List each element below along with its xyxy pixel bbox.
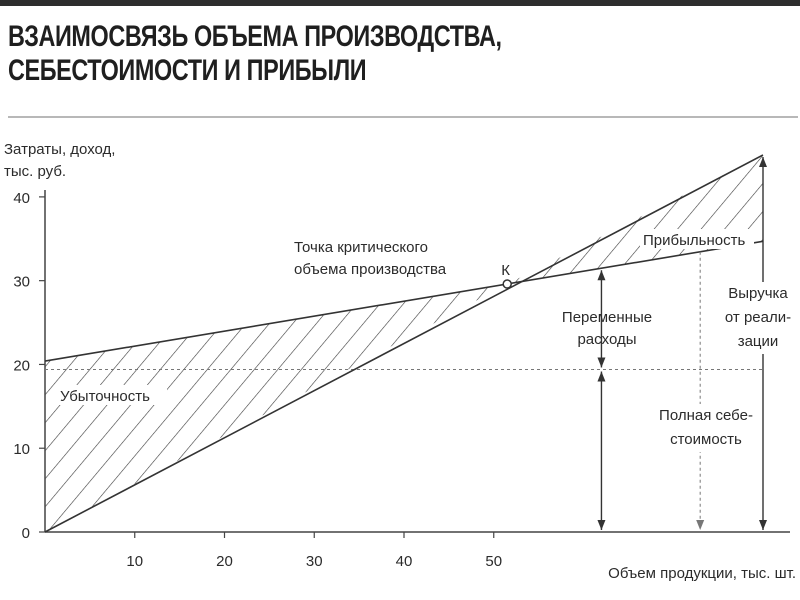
variable-costs-label-line-2: расходы xyxy=(577,331,636,348)
y-tick-label: 40 xyxy=(13,190,30,207)
revenue-line xyxy=(44,154,764,533)
critical-point-label-bg xyxy=(294,236,466,280)
arrow-head xyxy=(597,270,606,281)
x-axis-label: Объем продукции, тыс. шт. xyxy=(608,565,796,582)
x-tick-label: 20 xyxy=(216,553,233,570)
arrow-head xyxy=(597,357,606,368)
arrow-head xyxy=(759,520,767,530)
fixed-costs-arrow xyxy=(597,371,606,530)
title-line-1: ВЗАИМОСВЯЗЬ ОБЪЕМА ПРОИЗВОДСТВА, xyxy=(8,20,502,53)
critical-point-label-line-1: Точка критического xyxy=(294,239,428,256)
full-cost-label-line-2: стоимость xyxy=(670,431,742,448)
chart: Затраты, доход, тыс. руб. 0 10 20 30 40 10 20… xyxy=(4,141,798,582)
title-line-2: СЕБЕСТОИМОСТИ И ПРИБЫЛИ xyxy=(8,54,367,87)
critical-point-label-line-2: объема производства xyxy=(294,261,447,278)
revenue-label-line-2: от реали- xyxy=(725,309,791,326)
profit-label-bg xyxy=(640,229,754,249)
arrow-head xyxy=(597,520,606,530)
full-cost-label-bg xyxy=(650,404,762,452)
x-tick-label: 30 xyxy=(306,553,323,570)
x-ticks: 10 20 30 40 50 xyxy=(126,532,502,570)
profit-label: Прибыльность xyxy=(643,232,745,249)
page-title: ВЗАИМОСВЯЗЬ ОБЪЕМА ПРОИЗВОДСТВА, СЕБЕСТО… xyxy=(8,20,502,88)
loss-area xyxy=(45,284,508,532)
revenue-label-line-1: Выручка xyxy=(728,285,788,302)
full-cost-arrow-head xyxy=(696,520,705,530)
arrow-head xyxy=(759,157,767,167)
break-even-label: К xyxy=(501,262,510,279)
title-divider xyxy=(8,116,798,118)
variable-costs-label-line-1: Переменные xyxy=(562,309,652,326)
full-cost-label-line-1: Полная себе- xyxy=(659,407,753,424)
total-cost-line xyxy=(44,240,764,362)
y-axis-label-line-1: Затраты, доход, xyxy=(4,141,115,158)
revenue-label-bg xyxy=(718,282,798,354)
y-tick-label: 10 xyxy=(13,441,30,458)
y-axis-label-line-2: тыс. руб. xyxy=(4,163,66,180)
top-bar xyxy=(0,0,800,6)
y-ticks: 0 10 20 30 40 xyxy=(13,190,45,542)
arrow-head xyxy=(597,371,606,382)
y-tick-label: 30 xyxy=(13,274,30,291)
x-tick-label: 10 xyxy=(126,553,143,570)
x-tick-label: 50 xyxy=(485,553,502,570)
loss-label: Убыточность xyxy=(60,388,150,405)
y-tick-label: 0 xyxy=(22,525,30,542)
loss-label-bg xyxy=(57,385,167,405)
revenue-label-line-3: зации xyxy=(738,333,779,350)
break-even-point xyxy=(502,279,512,289)
x-tick-label: 40 xyxy=(396,553,413,570)
y-tick-label: 20 xyxy=(13,357,30,374)
variable-costs-arrow xyxy=(597,270,606,368)
